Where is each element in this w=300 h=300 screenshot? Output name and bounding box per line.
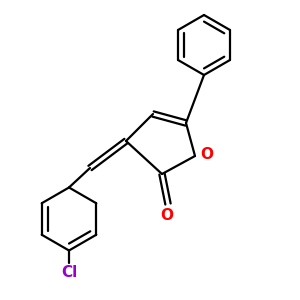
Text: Cl: Cl [61, 265, 77, 280]
Text: O: O [200, 147, 213, 162]
Text: O: O [160, 208, 173, 224]
